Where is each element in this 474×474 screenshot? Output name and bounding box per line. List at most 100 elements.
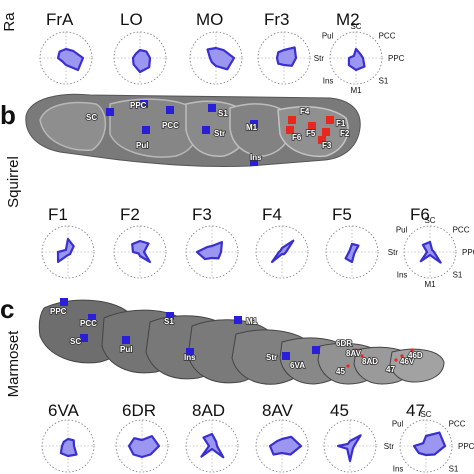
radar-axis-label: Ins [397, 271, 408, 280]
marker-dot [374, 360, 378, 364]
squirrel-marker: F1 [326, 116, 347, 129]
radar-title: F5 [332, 205, 352, 224]
squirrel-marker: PCC [161, 106, 180, 131]
marker-label: 8AD [362, 357, 378, 366]
marker-label: PPC [50, 307, 67, 316]
radar-axis-label: Pul [322, 31, 334, 40]
squirrel-marker: F6 [286, 126, 303, 143]
radar-axis-label: SC [350, 22, 361, 31]
marker-square [318, 136, 326, 144]
marker-label: F6 [292, 133, 302, 142]
radar-plot: F3 [185, 205, 239, 279]
marker-square [282, 352, 290, 360]
radar-axis-label: S1 [379, 77, 389, 86]
marker-square [286, 126, 294, 134]
radar-trace [347, 47, 366, 72]
marmoset-marker: Ins [183, 348, 197, 363]
radar-plot: MO [189, 10, 243, 85]
radar-plot: 8AV [255, 401, 309, 473]
radar-plot: 6DR [115, 401, 169, 473]
marker-dot [410, 348, 414, 352]
squirrel-marker: F2 [322, 128, 351, 139]
marker-label: 45 [336, 367, 345, 376]
panel-label-b: b [0, 100, 16, 130]
marker-square [250, 120, 258, 128]
marker-label: 46V [400, 357, 415, 366]
radar-title: F4 [262, 205, 282, 224]
marker-label: F4 [300, 107, 310, 116]
radar-axis-label: Str [388, 248, 399, 257]
radar-axis-label: PCC [379, 31, 396, 40]
marker-dot [394, 358, 398, 362]
marker-label: Ins [184, 353, 196, 362]
marker-label: F2 [340, 129, 350, 138]
marker-square [88, 314, 96, 322]
radar-plot: F4 [255, 205, 309, 279]
marker-label: SC [86, 113, 97, 122]
radar-plot: F1 [41, 205, 95, 279]
radar-title: M2 [336, 10, 360, 29]
radar-plot: LO [113, 10, 167, 85]
marker-label: SC [70, 337, 81, 346]
radar-trace [271, 239, 295, 263]
radar-plot: F2 [113, 205, 167, 279]
marker-label: S1 [164, 317, 174, 326]
radar-axis-label: Ins [393, 465, 404, 474]
radar-trace [200, 432, 225, 459]
radar-plot: FrA [39, 10, 93, 85]
marker-square [322, 128, 330, 136]
radar-axis-label: SC [420, 410, 431, 419]
species-label-marmoset: Marmoset [5, 330, 22, 398]
marker-square [80, 334, 88, 342]
marmoset-marker: PCC [79, 314, 98, 329]
marker-label: Pul [120, 345, 132, 354]
marker-square [312, 346, 320, 354]
marker-label: M1 [246, 123, 258, 132]
squirrel-marker: PPC [129, 100, 148, 111]
radar-trace [206, 46, 236, 71]
radar-trace [419, 240, 442, 264]
marker-dot [360, 354, 364, 358]
radar-axis-label: PPC [388, 54, 405, 63]
radar-title: 8AV [262, 401, 294, 420]
radar-title: F3 [192, 205, 212, 224]
radar-trace [344, 242, 360, 264]
radar-title: 6VA [48, 401, 80, 420]
marker-label: 8AV [346, 349, 362, 358]
marker-label: PCC [80, 319, 97, 328]
marker-square [166, 106, 174, 114]
marker-label: F5 [306, 129, 316, 138]
marker-square [250, 158, 258, 166]
squirrel-marker: F5 [305, 122, 317, 139]
marker-label: M1 [246, 317, 258, 326]
radar-trace [131, 48, 152, 74]
radar-plot: 45 [323, 401, 377, 473]
marmoset-brain-sections [38, 299, 445, 385]
radar-trace [131, 239, 151, 263]
marmoset-marker: M1 [234, 316, 258, 327]
marker-square [106, 108, 114, 116]
marmoset-marker: 8AV [345, 348, 364, 359]
radar-plot: Fr3 [257, 10, 311, 85]
radar-trace [127, 435, 161, 459]
radar-plot: F5 [325, 205, 379, 279]
marker-square [208, 104, 216, 112]
radar-title: 45 [330, 401, 349, 420]
radar-trace [275, 46, 298, 67]
species-label-rat: Ra [1, 12, 18, 32]
marker-square [186, 348, 194, 356]
marker-label: Ins [250, 153, 262, 162]
radar-title: LO [120, 10, 143, 29]
radar-title: F2 [120, 205, 140, 224]
marker-square [308, 122, 316, 130]
marker-label: PPC [130, 101, 147, 110]
marker-label: F1 [336, 119, 346, 128]
radar-title: FrA [46, 10, 74, 29]
radar-title: 47 [406, 401, 425, 420]
marker-label: S1 [218, 109, 228, 118]
marker-dot [346, 364, 350, 368]
radar-axis-label: S1 [449, 465, 459, 474]
